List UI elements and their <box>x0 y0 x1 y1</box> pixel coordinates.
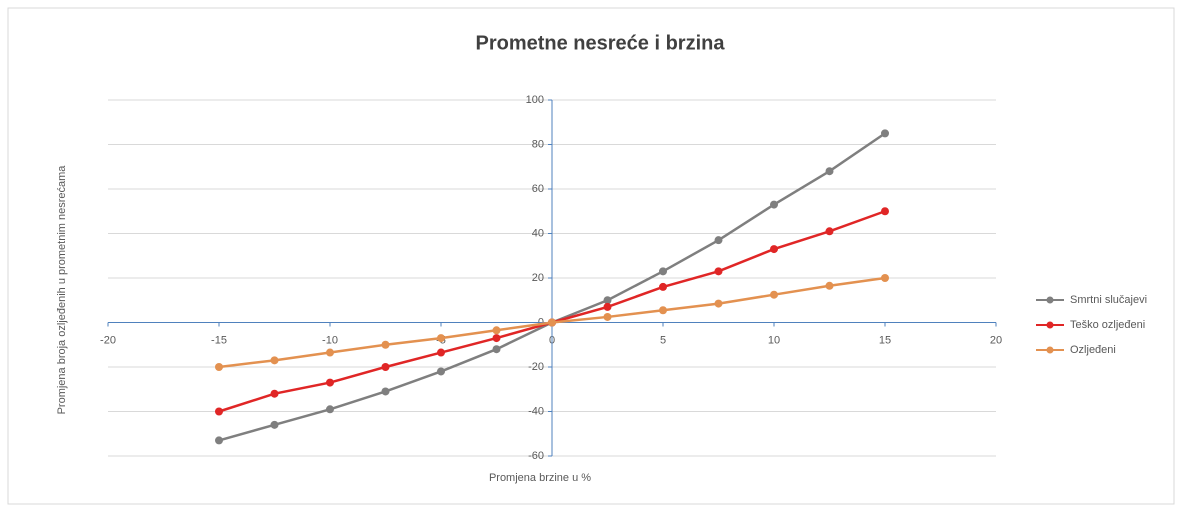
data-point <box>881 129 889 138</box>
x-tick-label: 20 <box>990 334 1002 346</box>
data-point <box>603 302 612 311</box>
y-tick-label: 40 <box>532 227 544 239</box>
data-point <box>714 267 723 276</box>
data-point <box>270 420 279 429</box>
chart-frame <box>7 7 1175 505</box>
y-tick-label: 60 <box>532 183 544 195</box>
x-tick-label: 10 <box>768 334 780 346</box>
data-point <box>881 207 889 216</box>
data-point <box>825 227 834 236</box>
data-point <box>381 363 390 371</box>
data-point <box>437 367 445 376</box>
data-point <box>215 407 223 416</box>
data-point <box>659 267 667 276</box>
x-tick-label: 5 <box>660 334 666 346</box>
x-axis-title: Promjena brzine u % <box>489 472 591 484</box>
data-point <box>770 200 778 209</box>
data-point <box>714 236 723 245</box>
y-tick-label: -20 <box>528 361 544 373</box>
data-point <box>825 281 834 290</box>
data-point <box>770 245 778 254</box>
legend-marker <box>1046 346 1054 354</box>
data-point <box>659 282 667 291</box>
y-tick-label: -60 <box>528 450 544 462</box>
data-point <box>437 334 445 343</box>
data-point <box>215 363 223 371</box>
legend-marker <box>1046 321 1054 329</box>
y-tick-label: -40 <box>528 405 544 417</box>
legend-label: Ozljeđeni <box>1070 344 1116 356</box>
y-tick-label: 20 <box>532 272 544 284</box>
y-axis-title: Promjena broja ozljeđenih u prometnim ne… <box>56 165 68 415</box>
data-point <box>270 356 279 365</box>
data-point <box>492 345 501 354</box>
data-point <box>714 299 723 308</box>
x-tick-label: 15 <box>879 334 891 346</box>
legend-marker <box>1046 296 1054 304</box>
data-point <box>603 312 612 321</box>
legend-label: Smrtni slučajevi <box>1070 294 1147 306</box>
data-point <box>603 296 612 305</box>
data-point <box>881 274 889 282</box>
data-point <box>381 340 390 349</box>
x-tick-label: -20 <box>100 334 116 346</box>
data-point <box>326 405 334 414</box>
data-point <box>492 334 501 343</box>
data-point <box>381 387 390 396</box>
data-point <box>659 306 667 315</box>
data-point <box>492 326 501 335</box>
legend-label: Teško ozljeđeni <box>1070 319 1145 331</box>
y-tick-label: 80 <box>532 138 544 150</box>
data-point <box>326 378 334 387</box>
data-point <box>770 290 778 299</box>
data-point <box>437 348 445 357</box>
y-tick-label: 100 <box>526 94 544 106</box>
data-point <box>215 436 223 445</box>
data-point <box>270 389 279 398</box>
data-point <box>326 348 334 357</box>
data-point <box>825 167 834 176</box>
x-tick-label: -10 <box>322 334 338 346</box>
chart-title: Prometne nesreće i brzina <box>476 32 726 54</box>
x-tick-label: -15 <box>211 334 227 346</box>
data-point <box>548 318 556 327</box>
